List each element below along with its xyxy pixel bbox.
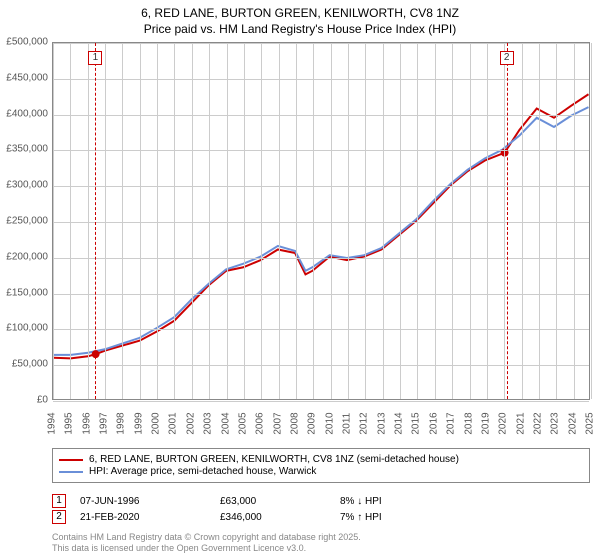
- series-line-property: [54, 94, 589, 358]
- chart-plot-area: 12: [52, 42, 590, 400]
- data-point-row: 2 21-FEB-2020 £346,000 7% ↑ HPI: [52, 510, 440, 524]
- legend-label: HPI: Average price, semi-detached house,…: [89, 466, 316, 477]
- y-axis-label: £400,000: [0, 108, 48, 119]
- x-axis-label: 2003: [203, 409, 214, 439]
- x-axis-label: 1999: [133, 409, 144, 439]
- x-axis-label: 1997: [99, 409, 110, 439]
- legend-label: 6, RED LANE, BURTON GREEN, KENILWORTH, C…: [89, 454, 459, 465]
- x-axis-label: 2016: [428, 409, 439, 439]
- x-axis-label: 2013: [376, 409, 387, 439]
- point-price: £346,000: [220, 512, 340, 523]
- legend-swatch: [59, 471, 83, 473]
- marker-line: [507, 43, 508, 399]
- x-axis-label: 2011: [342, 409, 353, 439]
- x-axis-label: 2008: [289, 409, 300, 439]
- x-axis-label: 1994: [47, 409, 58, 439]
- title-line1: 6, RED LANE, BURTON GREEN, KENILWORTH, C…: [0, 6, 600, 22]
- x-axis-label: 2019: [480, 409, 491, 439]
- y-axis-label: £300,000: [0, 180, 48, 191]
- point-marker-box: 1: [52, 494, 66, 508]
- x-axis-label: 2020: [498, 409, 509, 439]
- x-axis-label: 2009: [307, 409, 318, 439]
- y-axis-label: £500,000: [0, 37, 48, 48]
- point-date: 07-JUN-1996: [80, 496, 220, 507]
- point-date: 21-FEB-2020: [80, 512, 220, 523]
- legend-item-hpi: HPI: Average price, semi-detached house,…: [59, 466, 583, 477]
- footer-attribution: Contains HM Land Registry data © Crown c…: [52, 532, 361, 554]
- chart-svg: [53, 43, 589, 399]
- y-axis-label: £450,000: [0, 72, 48, 83]
- legend: 6, RED LANE, BURTON GREEN, KENILWORTH, C…: [52, 448, 590, 483]
- x-axis-label: 2002: [185, 409, 196, 439]
- y-axis-label: £200,000: [0, 251, 48, 262]
- legend-swatch: [59, 459, 83, 461]
- title-line2: Price paid vs. HM Land Registry's House …: [0, 22, 600, 38]
- series-line-hpi: [54, 107, 589, 355]
- x-axis-label: 2010: [324, 409, 335, 439]
- data-points-table: 1 07-JUN-1996 £63,000 8% ↓ HPI 2 21-FEB-…: [52, 492, 440, 526]
- marker-line: [95, 43, 96, 399]
- y-axis-label: £50,000: [0, 359, 48, 370]
- x-axis-label: 2004: [220, 409, 231, 439]
- x-axis-label: 2001: [168, 409, 179, 439]
- x-axis-label: 2017: [446, 409, 457, 439]
- x-axis-label: 2014: [394, 409, 405, 439]
- y-axis-label: £100,000: [0, 323, 48, 334]
- y-axis-label: £350,000: [0, 144, 48, 155]
- x-axis-label: 2023: [550, 409, 561, 439]
- point-delta: 7% ↑ HPI: [340, 512, 440, 523]
- x-axis-label: 2015: [411, 409, 422, 439]
- y-axis-label: £150,000: [0, 287, 48, 298]
- y-axis-label: £0: [0, 395, 48, 406]
- footer-line1: Contains HM Land Registry data © Crown c…: [52, 532, 361, 543]
- point-delta: 8% ↓ HPI: [340, 496, 440, 507]
- point-price: £63,000: [220, 496, 340, 507]
- x-axis-label: 2005: [237, 409, 248, 439]
- x-axis-label: 2018: [463, 409, 474, 439]
- y-axis-label: £250,000: [0, 216, 48, 227]
- x-axis-label: 2022: [532, 409, 543, 439]
- x-axis-label: 2007: [272, 409, 283, 439]
- x-axis-label: 2000: [151, 409, 162, 439]
- point-marker-box: 2: [52, 510, 66, 524]
- x-axis-label: 1996: [81, 409, 92, 439]
- marker-label-box: 1: [88, 51, 102, 65]
- marker-label-box: 2: [500, 51, 514, 65]
- x-axis-label: 2006: [255, 409, 266, 439]
- x-axis-label: 1998: [116, 409, 127, 439]
- legend-item-property: 6, RED LANE, BURTON GREEN, KENILWORTH, C…: [59, 454, 583, 465]
- footer-line2: This data is licensed under the Open Gov…: [52, 543, 361, 554]
- x-axis-label: 2024: [567, 409, 578, 439]
- x-axis-label: 1995: [64, 409, 75, 439]
- x-axis-label: 2021: [515, 409, 526, 439]
- x-axis-label: 2012: [359, 409, 370, 439]
- x-axis-label: 2025: [585, 409, 596, 439]
- chart-title: 6, RED LANE, BURTON GREEN, KENILWORTH, C…: [0, 0, 600, 39]
- data-point-row: 1 07-JUN-1996 £63,000 8% ↓ HPI: [52, 494, 440, 508]
